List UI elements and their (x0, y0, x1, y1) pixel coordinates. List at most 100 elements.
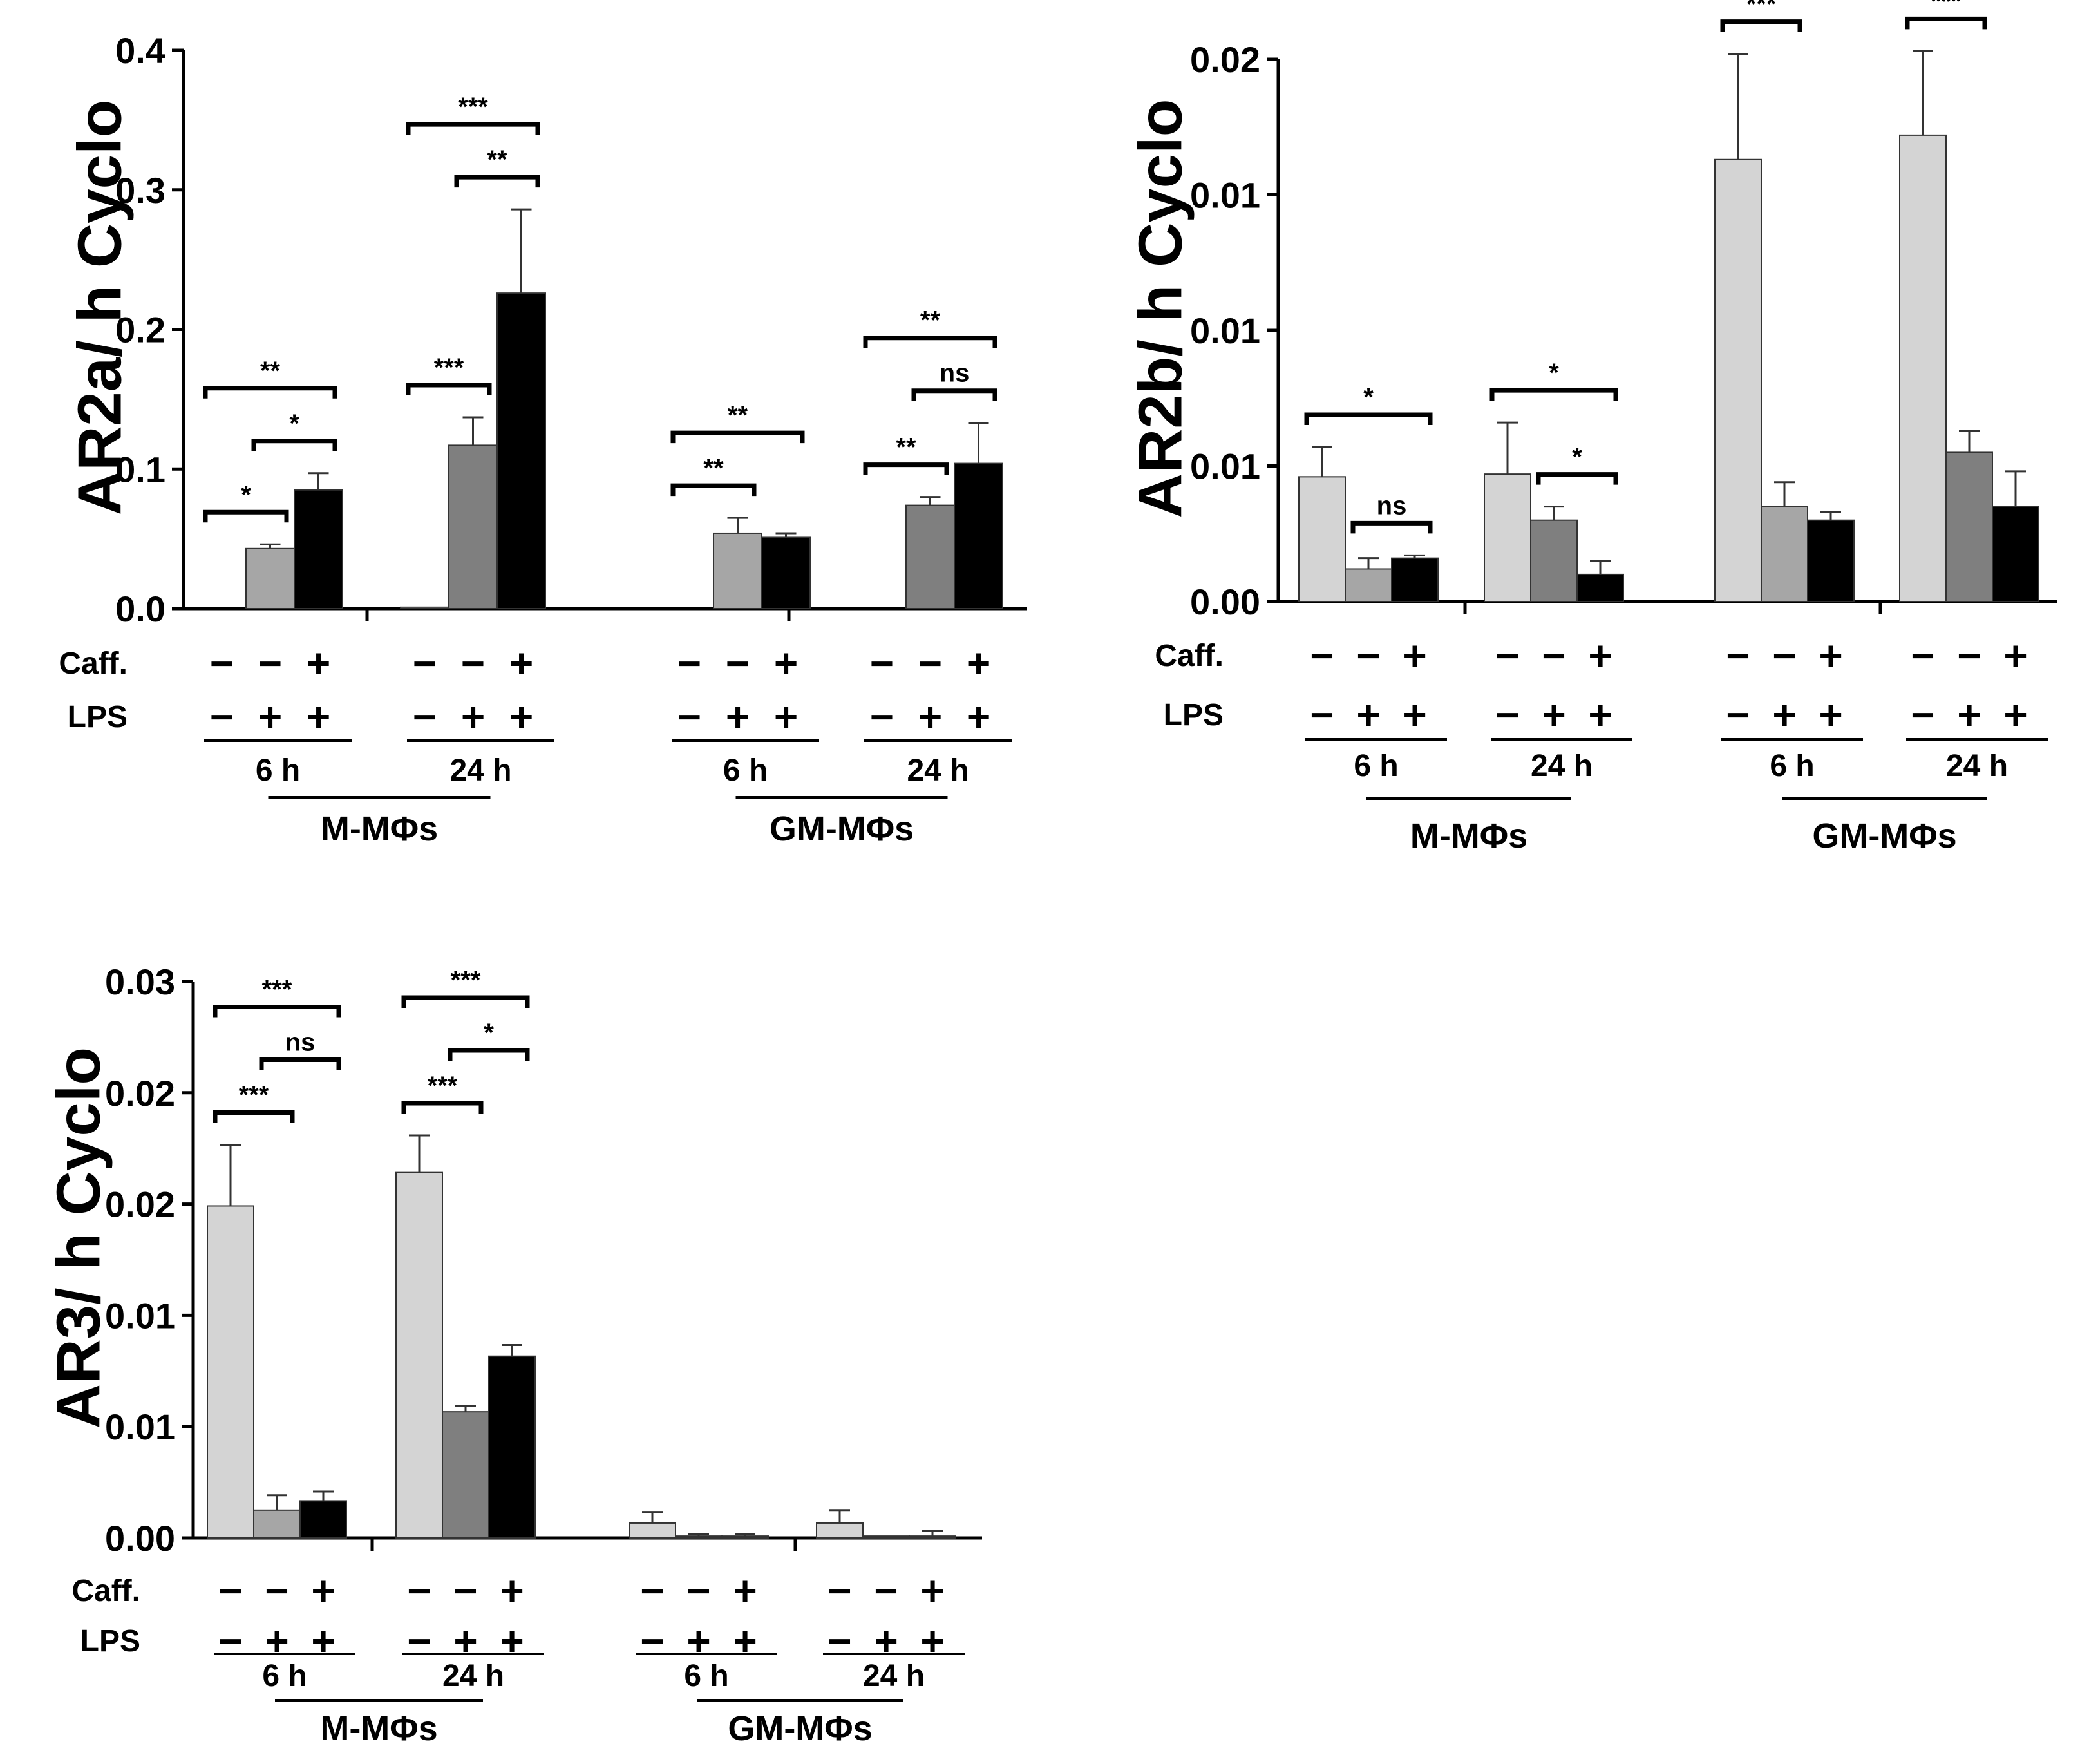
lps-sign: − (1310, 692, 1334, 738)
significance-bracket (911, 388, 997, 401)
row-label-lps: LPS (1164, 698, 1224, 732)
significance-label: *** (1746, 0, 1777, 19)
bar (1298, 476, 1346, 603)
lps-sign: − (1726, 692, 1750, 738)
cell-type-label: GM-MΦs (1812, 817, 1956, 855)
caff-sign: − (874, 1568, 898, 1614)
significance-label: * (1549, 359, 1559, 387)
significance-bracket (401, 995, 530, 1009)
significance-label: *** (239, 1081, 269, 1109)
lps-sign: + (726, 694, 750, 740)
row-label-lps: LPS (80, 1624, 140, 1658)
bar (1345, 568, 1392, 602)
caff-sign: − (870, 640, 894, 687)
time-label: 24 h (1531, 749, 1593, 783)
bar (448, 444, 498, 610)
y-tick-label: 0.02 (105, 1184, 175, 1225)
caff-sign: − (677, 640, 701, 687)
bar (713, 532, 762, 610)
time-label: 6 h (684, 1659, 728, 1693)
y-axis-title: AR3/ h Cyclo (44, 1047, 113, 1428)
significance-bracket (1350, 520, 1433, 534)
lps-sign: + (265, 1618, 288, 1664)
bar (905, 504, 955, 609)
significance-bracket (670, 430, 805, 444)
caff-sign: − (1772, 632, 1796, 679)
lps-sign: + (1819, 692, 1842, 738)
bar (395, 1171, 443, 1539)
lps-sign: − (827, 1618, 851, 1664)
significance-label: ** (920, 307, 941, 335)
y-tick-label: 0.01 (1190, 446, 1260, 487)
caff-sign: − (413, 640, 437, 687)
y-tick-label: 0.2 (115, 310, 165, 350)
time-label: 24 h (449, 754, 511, 788)
lps-sign: − (210, 694, 234, 740)
bar (1391, 557, 1439, 603)
lps-sign: + (258, 694, 282, 740)
bar (721, 1535, 769, 1539)
bar (1899, 134, 1947, 602)
significance-bracket (213, 1004, 341, 1018)
lps-sign: + (453, 1618, 477, 1664)
y-tick-label: 0.4 (115, 30, 165, 71)
significance-label: *** (458, 93, 488, 121)
caff-sign: + (307, 640, 330, 687)
time-label: 6 h (723, 754, 768, 788)
bar (816, 1522, 864, 1539)
caff-sign: − (218, 1568, 242, 1614)
significance-label: ns (940, 359, 970, 388)
significance-label: ** (260, 357, 281, 385)
bar (442, 1411, 489, 1539)
lps-sign: + (1542, 692, 1565, 738)
significance-label: * (241, 480, 251, 509)
significance-bracket (1720, 19, 1802, 32)
lps-sign: − (218, 1618, 242, 1664)
lps-sign: + (733, 1618, 757, 1664)
lps-sign: + (920, 1618, 944, 1664)
row-label-caff: Caff. (59, 647, 128, 681)
significance-bracket (863, 336, 997, 348)
caff-sign: + (311, 1568, 335, 1614)
significance-label: ns (285, 1028, 316, 1056)
cell-type-label: GM-MΦs (770, 810, 914, 848)
time-label: 6 h (262, 1659, 307, 1693)
bar-group: ****− − +− + +6 h (670, 401, 819, 788)
y-tick-label: 0.00 (105, 1518, 175, 1559)
significance-bracket (401, 1101, 484, 1114)
significance-bracket (203, 386, 337, 399)
bar (294, 489, 343, 610)
lps-sign: + (311, 1618, 335, 1664)
lps-sign: + (967, 694, 990, 740)
significance-label: * (484, 1019, 494, 1047)
caff-sign: − (918, 640, 942, 687)
lps-sign: − (870, 694, 894, 740)
bar-group: *******−−+−++24 h (1899, 0, 2048, 783)
row-label-lps: LPS (68, 700, 128, 734)
bar-group: − − +− + +6 h (629, 1511, 777, 1693)
bar (253, 1509, 301, 1539)
lps-sign: + (509, 694, 533, 740)
significance-bracket (1489, 388, 1618, 401)
bar-group: ****− − +− + +6 h (203, 357, 352, 788)
bar (761, 536, 811, 610)
caff-sign: + (1403, 632, 1426, 679)
y-tick-label: 0.03 (105, 962, 175, 1002)
caff-sign: − (1310, 632, 1334, 679)
caff-sign: − (1957, 632, 1981, 679)
bar (675, 1535, 723, 1539)
time-label: 24 h (442, 1659, 504, 1693)
y-tick-label: 0.01 (105, 1295, 175, 1336)
lps-sign: + (918, 694, 942, 740)
y-tick-label: 0.3 (115, 170, 165, 211)
cell-type-label: M-MΦs (1410, 817, 1527, 855)
significance-label: * (1363, 383, 1374, 412)
caff-sign: − (1911, 632, 1934, 679)
cell-type-label: M-MΦs (321, 810, 438, 848)
time-label: 6 h (256, 754, 300, 788)
y-tick-label: 0.0 (115, 589, 165, 629)
lps-sign: − (1495, 692, 1519, 738)
bar (207, 1205, 254, 1539)
